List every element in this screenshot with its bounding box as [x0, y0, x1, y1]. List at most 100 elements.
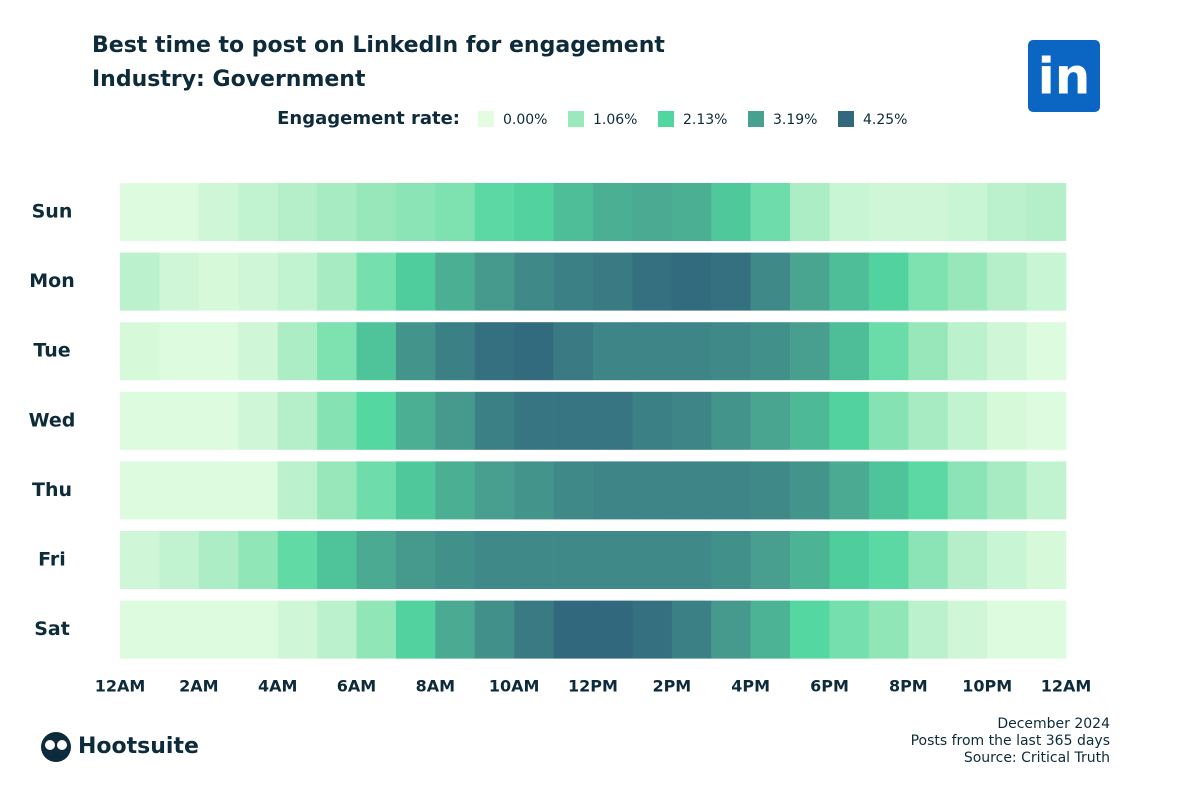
- heat-cell: [829, 252, 870, 311]
- heat-cell: [395, 183, 436, 241]
- hootsuite-logo: Hootsuite: [41, 732, 199, 762]
- x-tick-label: 12AM: [95, 677, 146, 696]
- heat-cell: [317, 600, 357, 659]
- heat-cell: [711, 391, 751, 450]
- heat-cell: [159, 531, 200, 589]
- legend-swatch: [478, 111, 494, 127]
- heat-cell: [750, 322, 791, 381]
- heat-cell: [987, 461, 1027, 520]
- legend-swatch: [568, 111, 584, 127]
- heat-cell: [198, 391, 239, 450]
- heat-cell: [120, 322, 160, 381]
- heat-cell: [593, 322, 633, 381]
- heat-cell: [711, 252, 751, 311]
- heat-cell: [395, 322, 436, 381]
- heat-cell: [277, 322, 318, 381]
- heat-cell: [908, 391, 949, 450]
- heat-cell: [514, 531, 554, 589]
- heat-cell: [159, 322, 200, 381]
- heat-cell: [277, 183, 318, 241]
- heat-cell: [553, 391, 594, 450]
- x-tick-label: 12PM: [568, 677, 618, 696]
- heat-cell: [711, 531, 751, 589]
- heat-cell: [790, 183, 830, 241]
- heat-cell: [395, 252, 436, 311]
- legend-label: 0.00%: [503, 112, 547, 128]
- heat-cell: [435, 322, 476, 381]
- heat-cell: [671, 322, 712, 381]
- heat-cell: [632, 391, 673, 450]
- heat-cell: [356, 252, 397, 311]
- legend-swatch: [838, 111, 854, 127]
- footer-note: Posts from the last 365 days: [911, 733, 1110, 749]
- heat-cell: [317, 391, 357, 450]
- heat-cell: [198, 600, 239, 659]
- heat-cell: [238, 600, 278, 659]
- heat-cell: [120, 252, 160, 311]
- heat-cell: [238, 252, 278, 311]
- heat-cell: [356, 183, 397, 241]
- heat-cell: [514, 252, 554, 311]
- heat-cell: [435, 531, 476, 589]
- linkedin-logo-text: in: [1038, 48, 1091, 106]
- heat-cell: [514, 322, 554, 381]
- heat-cell: [750, 531, 791, 589]
- heat-cell: [120, 531, 160, 589]
- heat-cell: [632, 531, 673, 589]
- heat-cell: [908, 252, 949, 311]
- heat-cell: [750, 183, 791, 241]
- heat-cell: [395, 600, 436, 659]
- heat-cell: [987, 322, 1027, 381]
- heat-cell: [238, 322, 278, 381]
- heat-cell: [593, 461, 633, 520]
- heat-cell: [553, 252, 594, 311]
- footer-note: December 2024: [997, 716, 1110, 732]
- heat-cell: [474, 252, 515, 311]
- legend-label: 1.06%: [593, 112, 637, 128]
- heat-cell: [711, 322, 751, 381]
- heat-cell: [277, 252, 318, 311]
- heat-cell: [829, 322, 870, 381]
- heat-cell: [356, 322, 397, 381]
- heat-cell: [632, 461, 673, 520]
- heat-cell: [356, 461, 397, 520]
- legend-label: 4.25%: [863, 112, 907, 128]
- heat-cell: [671, 391, 712, 450]
- heat-cell: [1026, 391, 1067, 450]
- heat-cell: [947, 322, 988, 381]
- heat-cell: [435, 183, 476, 241]
- heat-cell: [317, 461, 357, 520]
- heat-cell: [474, 322, 515, 381]
- heat-cell: [474, 600, 515, 659]
- row-label: Sun: [32, 201, 73, 223]
- heat-cell: [395, 531, 436, 589]
- heat-cell: [159, 252, 200, 311]
- heat-cell: [198, 183, 239, 241]
- heat-cell: [711, 461, 751, 520]
- heat-cell: [593, 252, 633, 311]
- heat-cell: [947, 600, 988, 659]
- heat-cell: [671, 600, 712, 659]
- heat-cell: [829, 600, 870, 659]
- heat-cell: [238, 461, 278, 520]
- heat-cell: [277, 461, 318, 520]
- heat-cell: [474, 391, 515, 450]
- heat-cell: [120, 183, 160, 241]
- heat-cell: [632, 322, 673, 381]
- heat-cell: [553, 600, 594, 659]
- heat-cell: [947, 252, 988, 311]
- heat-cell: [908, 461, 949, 520]
- heat-cell: [1026, 252, 1067, 311]
- heat-cell: [198, 252, 239, 311]
- heat-cell: [159, 391, 200, 450]
- heat-cell: [356, 391, 397, 450]
- heat-cell: [514, 391, 554, 450]
- heat-cell: [947, 461, 988, 520]
- heat-cell: [159, 600, 200, 659]
- heat-cell: [120, 600, 160, 659]
- heat-cell: [356, 600, 397, 659]
- heat-cell: [868, 252, 909, 311]
- heat-cell: [514, 183, 554, 241]
- x-tick-label: 10AM: [489, 677, 540, 696]
